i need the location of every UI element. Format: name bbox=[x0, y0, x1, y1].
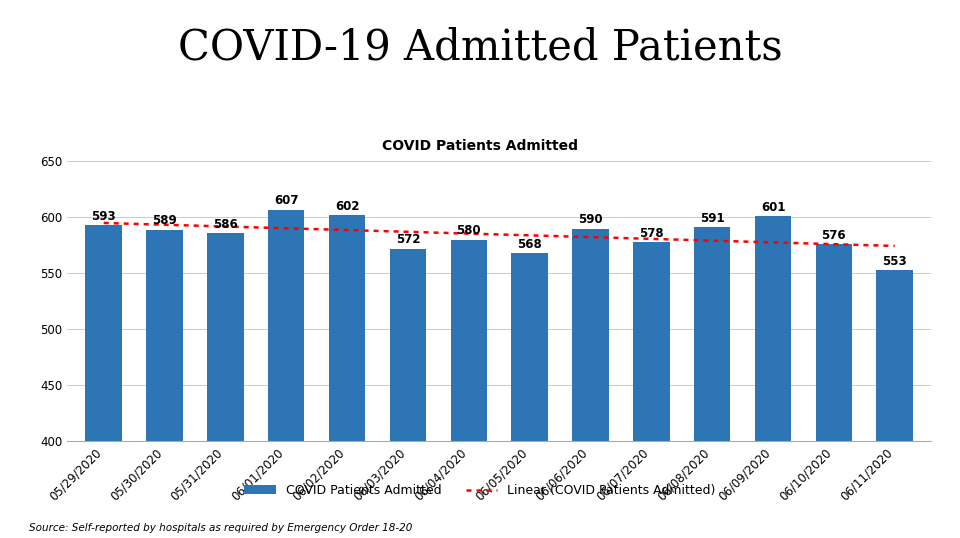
Text: 572: 572 bbox=[396, 233, 420, 246]
Bar bbox=[876, 270, 913, 538]
Bar bbox=[572, 229, 609, 538]
Text: 576: 576 bbox=[822, 229, 846, 242]
Text: 601: 601 bbox=[760, 201, 785, 214]
Text: 578: 578 bbox=[639, 226, 663, 240]
Bar bbox=[450, 240, 487, 538]
Text: COVID Patients Admitted: COVID Patients Admitted bbox=[382, 139, 578, 153]
Bar bbox=[146, 230, 182, 538]
Text: 589: 589 bbox=[153, 215, 177, 228]
Text: 593: 593 bbox=[91, 210, 116, 223]
Bar bbox=[633, 242, 669, 538]
Bar bbox=[390, 249, 426, 538]
Bar bbox=[85, 225, 122, 538]
Text: Source: Self-reported by hospitals as required by Emergency Order 18-20: Source: Self-reported by hospitals as re… bbox=[29, 522, 412, 533]
Text: 607: 607 bbox=[274, 194, 299, 207]
Legend: COVID Patients Admitted, Linear (COVID Patients Admitted): COVID Patients Admitted, Linear (COVID P… bbox=[239, 479, 721, 502]
Bar bbox=[329, 215, 366, 538]
Bar bbox=[694, 228, 731, 538]
Bar bbox=[755, 216, 791, 538]
Text: 590: 590 bbox=[578, 213, 603, 226]
Text: 586: 586 bbox=[213, 218, 238, 231]
Text: 591: 591 bbox=[700, 212, 725, 225]
Text: 568: 568 bbox=[517, 238, 542, 251]
Text: 580: 580 bbox=[456, 224, 481, 237]
Text: COVID-19 Admitted Patients: COVID-19 Admitted Patients bbox=[178, 27, 782, 69]
Bar bbox=[816, 244, 852, 538]
Bar bbox=[268, 209, 304, 538]
Text: 602: 602 bbox=[335, 200, 359, 213]
Text: 553: 553 bbox=[882, 254, 907, 268]
Bar bbox=[512, 253, 548, 538]
Bar bbox=[207, 233, 244, 538]
